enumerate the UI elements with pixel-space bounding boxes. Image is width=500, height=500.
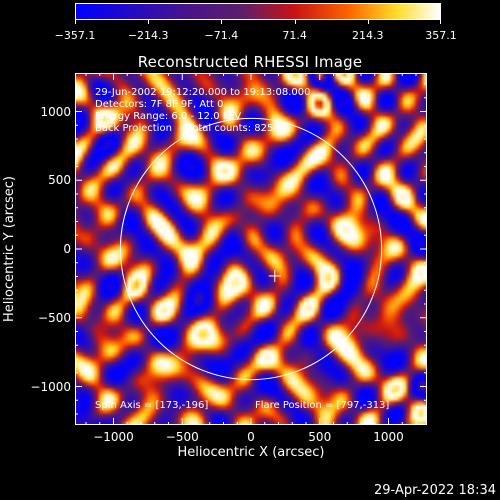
x-axis-label: Heliocentric X (arcsec)	[177, 445, 325, 460]
time-range-annotation: 29-Jun-2002 19:12:20.000 to 19:13:08.000	[95, 87, 311, 98]
y-tick-label: 0	[63, 242, 71, 256]
x-tick-label: −1000	[93, 430, 134, 444]
solar-limb-circle	[119, 117, 383, 381]
y-tick-label: 1000	[40, 104, 71, 119]
colorbar-tick-label: 357.1	[425, 29, 457, 42]
y-axis-label: Heliocentric Y (arcsec)	[2, 176, 17, 322]
spin-axis-annotation: Spin Axis = [173,-196]	[95, 400, 209, 411]
colorbar-tick-label: −214.3	[127, 29, 169, 42]
x-tick-label: 1000	[373, 430, 404, 444]
heatmap-svg	[75, 73, 427, 425]
heatmap-image	[75, 73, 427, 425]
flare-position-annotation: Flare Position = [797,-313]	[255, 400, 390, 411]
colorbar: −357.1 −214.3 −71.4 71.4 214.3 357.1	[55, 3, 457, 42]
x-tick-label: 500	[308, 430, 332, 444]
y-tick-label: 500	[48, 173, 71, 188]
energy-range-annotation: Energy Range: 6.0 - 12.0 keV	[95, 111, 242, 122]
method-counts-annotation: Back Projection Total counts: 825.	[95, 123, 277, 134]
x-tick-label: −500	[165, 430, 199, 444]
colorbar-tick	[367, 20, 369, 24]
colorbar-tick	[148, 20, 150, 24]
colorbar-tick-label: −71.4	[204, 29, 239, 42]
render-timestamp: 29-Apr-2022 18:34	[374, 483, 496, 498]
y-tick-label: −500	[38, 310, 71, 325]
colorbar-tick	[440, 20, 441, 24]
colorbar-tick-label: 214.3	[352, 29, 384, 42]
colorbar-tick	[294, 20, 296, 24]
x-tick-label: 0	[247, 430, 255, 444]
colorbar-tick-label: −357.1	[54, 29, 96, 42]
y-tick-label: −1000	[30, 379, 71, 394]
colorbar-gradient	[75, 3, 441, 20]
colorbar-tick	[75, 20, 76, 24]
heatmap-plot	[75, 73, 427, 425]
detectors-annotation: Detectors: 7F 8F 9F, Att 0	[95, 99, 224, 110]
colorbar-tick	[221, 20, 223, 24]
chart-title: Reconstructed RHESSI Image	[137, 53, 363, 71]
colorbar-tick-label: 71.4	[282, 29, 307, 42]
